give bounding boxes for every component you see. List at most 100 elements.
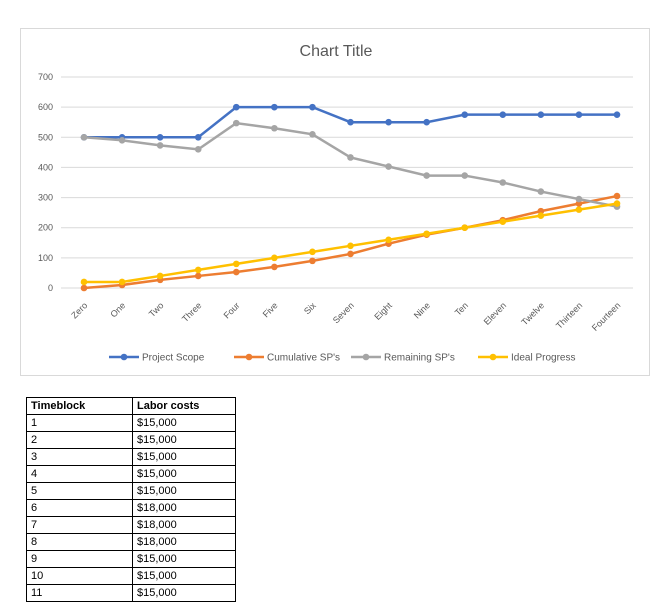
- data-point: [537, 207, 545, 215]
- data-point: [232, 103, 240, 111]
- legend-marker: [245, 353, 253, 361]
- labor-cost-cell[interactable]: $18,000: [132, 499, 236, 517]
- data-point: [537, 111, 545, 118]
- y-tick-label: 300: [38, 193, 53, 203]
- data-point: [461, 111, 469, 118]
- data-point: [347, 154, 354, 161]
- y-tick-label: 600: [38, 102, 53, 112]
- data-point: [271, 124, 278, 132]
- x-tick-label: Ten: [453, 300, 470, 317]
- labor-cost-cell[interactable]: $15,000: [132, 584, 236, 602]
- legend-label: Cumulative SP's: [267, 353, 340, 364]
- data-point: [309, 257, 316, 265]
- legend-marker: [489, 353, 497, 361]
- legend-label: Ideal Progress: [511, 353, 575, 364]
- header-labor-costs[interactable]: Labor costs: [132, 397, 236, 415]
- line-chart[interactable]: Chart Title 0 100 200 300 400 500 600 700 Zero One…: [20, 28, 650, 376]
- data-point: [156, 142, 164, 149]
- chart-title: Chart Title: [300, 43, 373, 60]
- data-point: [537, 212, 545, 219]
- data-point: [309, 130, 316, 138]
- data-point: [385, 236, 392, 244]
- data-point: [613, 192, 621, 200]
- table-header-row: Timeblock Labor costs: [26, 397, 236, 415]
- table-row: 10 $15,000: [26, 567, 236, 585]
- data-point: [461, 172, 469, 179]
- data-point: [347, 118, 354, 126]
- labor-cost-cell[interactable]: $18,000: [132, 533, 236, 551]
- header-timeblock[interactable]: Timeblock: [26, 397, 133, 415]
- chart-svg: Chart Title 0 100 200 300 400 500 600 700 Zero One…: [38, 43, 633, 364]
- data-point: [575, 195, 583, 203]
- x-tick-label: Three: [180, 300, 204, 324]
- data-point: [194, 266, 202, 274]
- data-point: [613, 111, 621, 118]
- data-point: [271, 254, 278, 262]
- timeblock-cell[interactable]: 10: [26, 567, 133, 585]
- data-point: [232, 268, 240, 276]
- y-tick-label: 200: [38, 223, 53, 233]
- data-point: [194, 133, 202, 141]
- x-tick-label: Eleven: [482, 300, 509, 327]
- labor-cost-cell[interactable]: $15,000: [132, 465, 236, 483]
- x-tick-label: Seven: [331, 300, 356, 325]
- data-point: [423, 118, 430, 126]
- timeblock-cell[interactable]: 4: [26, 465, 133, 483]
- timeblock-cell[interactable]: 5: [26, 482, 133, 500]
- data-point: [232, 119, 240, 127]
- data-point: [80, 278, 88, 286]
- x-tick-label: Zero: [69, 300, 89, 320]
- labor-cost-cell[interactable]: $15,000: [132, 448, 236, 466]
- labor-cost-cell[interactable]: $15,000: [132, 431, 236, 449]
- x-tick-label: One: [108, 300, 127, 319]
- data-point: [156, 133, 164, 141]
- data-point: [613, 200, 621, 207]
- data-point: [309, 103, 316, 111]
- data-point: [499, 218, 507, 225]
- data-point: [232, 260, 240, 268]
- table-row: 11 $15,000: [26, 584, 236, 602]
- timeblock-cell[interactable]: 3: [26, 448, 133, 466]
- data-point: [537, 188, 545, 195]
- data-point: [271, 263, 278, 271]
- table-row: 7 $18,000: [26, 516, 236, 534]
- labor-cost-cell[interactable]: $15,000: [132, 414, 236, 432]
- table-row: 5 $15,000: [26, 482, 236, 500]
- timeblock-cell[interactable]: 1: [26, 414, 133, 432]
- timeblock-cell[interactable]: 11: [26, 584, 133, 602]
- data-point: [347, 242, 354, 250]
- y-tick-label: 100: [38, 253, 53, 263]
- y-tick-label: 400: [38, 162, 53, 172]
- x-tick-label: Four: [222, 300, 242, 320]
- timeblock-cell[interactable]: 2: [26, 431, 133, 449]
- table-row: 6 $18,000: [26, 499, 236, 517]
- timeblock-cell[interactable]: 9: [26, 550, 133, 568]
- data-point: [385, 163, 392, 170]
- data-point: [461, 224, 469, 232]
- data-point: [385, 118, 392, 126]
- x-tick-label: Five: [261, 300, 280, 319]
- data-point: [423, 172, 430, 179]
- labor-cost-cell[interactable]: $15,000: [132, 550, 236, 568]
- data-point: [423, 230, 430, 238]
- labor-cost-cell[interactable]: $18,000: [132, 516, 236, 534]
- labor-cost-cell[interactable]: $15,000: [132, 567, 236, 585]
- x-tick-label: Thirteen: [554, 300, 584, 330]
- table-row: 9 $15,000: [26, 550, 236, 568]
- data-point: [156, 272, 164, 280]
- table-row: 2 $15,000: [26, 431, 236, 449]
- labor-cost-cell[interactable]: $15,000: [132, 482, 236, 500]
- timeblock-cell[interactable]: 8: [26, 533, 133, 551]
- table-row: 1 $15,000: [26, 414, 236, 432]
- y-tick-label: 500: [38, 132, 53, 142]
- table-row: 8 $18,000: [26, 533, 236, 551]
- series-line-2: [83, 121, 618, 208]
- data-point: [80, 284, 88, 292]
- data-point: [194, 272, 202, 280]
- timeblock-cell[interactable]: 7: [26, 516, 133, 534]
- legend-marker: [120, 353, 128, 361]
- timeblock-cell[interactable]: 6: [26, 499, 133, 517]
- data-point: [194, 146, 202, 153]
- data-point: [118, 278, 126, 286]
- x-tick-label: Two: [147, 300, 166, 319]
